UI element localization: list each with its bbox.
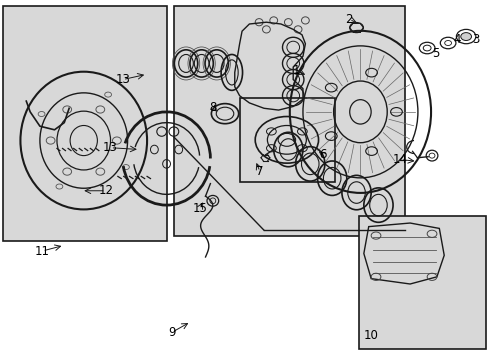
Bar bbox=[239, 98, 334, 182]
Text: 10: 10 bbox=[363, 329, 378, 342]
Text: 7: 7 bbox=[256, 165, 264, 178]
Text: 12: 12 bbox=[98, 184, 113, 197]
Text: 1: 1 bbox=[292, 64, 300, 77]
Text: 2: 2 bbox=[345, 13, 352, 26]
Bar bbox=[174, 6, 405, 235]
Text: 14: 14 bbox=[392, 153, 407, 166]
Text: 5: 5 bbox=[431, 47, 438, 60]
Text: 15: 15 bbox=[192, 202, 207, 215]
Text: 9: 9 bbox=[168, 325, 176, 338]
Ellipse shape bbox=[460, 33, 470, 41]
Text: 6: 6 bbox=[318, 148, 325, 161]
Text: 13: 13 bbox=[115, 73, 130, 86]
Bar bbox=[358, 216, 485, 348]
Text: 8: 8 bbox=[209, 101, 216, 114]
Text: 4: 4 bbox=[453, 33, 460, 46]
Bar bbox=[3, 6, 166, 241]
Text: 3: 3 bbox=[471, 33, 479, 46]
Text: 11: 11 bbox=[35, 244, 50, 257]
Text: 13: 13 bbox=[103, 141, 118, 154]
